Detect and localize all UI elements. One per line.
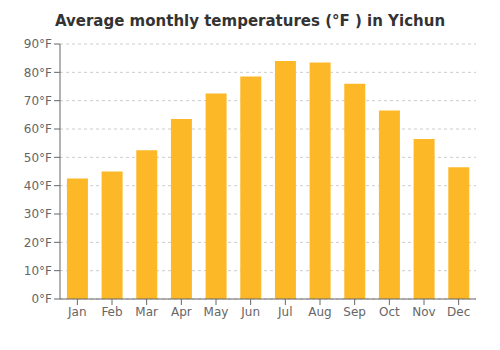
svg-text:60°F: 60°F xyxy=(24,122,52,136)
svg-text:20°F: 20°F xyxy=(24,236,52,250)
svg-text:40°F: 40°F xyxy=(24,179,52,193)
svg-text:Jul: Jul xyxy=(277,305,292,319)
svg-text:Mar: Mar xyxy=(135,305,158,319)
svg-text:80°F: 80°F xyxy=(24,66,52,80)
svg-text:70°F: 70°F xyxy=(24,94,52,108)
svg-text:Nov: Nov xyxy=(412,305,435,319)
svg-text:Jun: Jun xyxy=(240,305,260,319)
svg-text:50°F: 50°F xyxy=(24,151,52,165)
svg-text:Dec: Dec xyxy=(447,305,470,319)
svg-text:Aug: Aug xyxy=(308,305,331,319)
svg-text:Feb: Feb xyxy=(101,305,122,319)
svg-text:90°F: 90°F xyxy=(24,37,52,51)
svg-text:30°F: 30°F xyxy=(24,207,52,221)
svg-text:May: May xyxy=(204,305,229,319)
svg-text:Apr: Apr xyxy=(171,305,192,319)
svg-text:Jan: Jan xyxy=(67,305,87,319)
html-text:Average monthly temperatures (: Average monthly temperatures (°F ) in Yi… xyxy=(54,12,446,30)
svg-text:0°F: 0°F xyxy=(31,292,52,306)
svg-text:Sep: Sep xyxy=(343,305,366,319)
svg-text:Oct: Oct xyxy=(379,305,400,319)
svg-text:10°F: 10°F xyxy=(24,264,52,278)
